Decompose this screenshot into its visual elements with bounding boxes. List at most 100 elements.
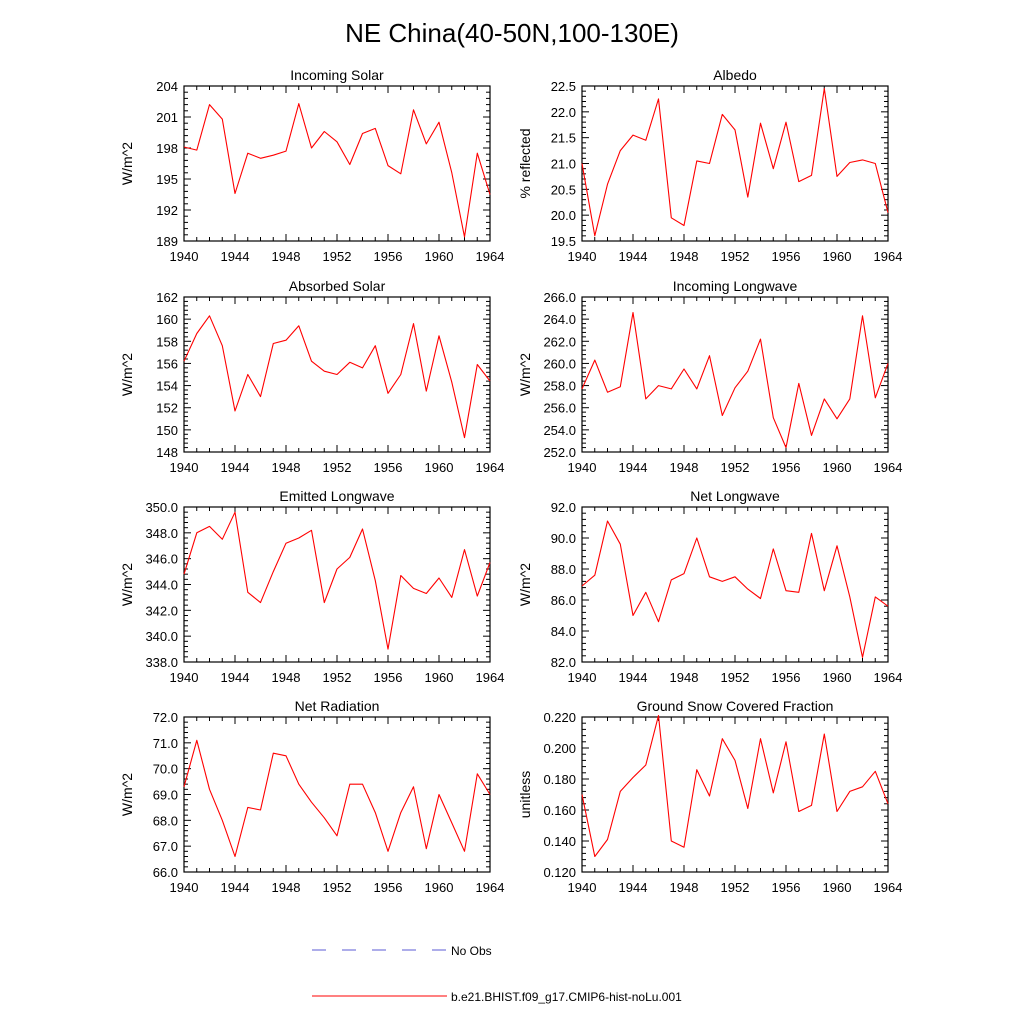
x-tick-label: 1948: [272, 880, 301, 895]
chart-panel-8: 1940 1944 1948 1952 1956 1960 1964 0.120 0.140 0.…: [517, 698, 902, 895]
x-tick-label: 1960: [823, 249, 852, 264]
y-tick-label: 192: [156, 203, 178, 218]
chart-title: Incoming Longwave: [673, 278, 798, 294]
x-tick-label: 1964: [874, 460, 903, 475]
y-tick-label: 21.5: [551, 131, 576, 146]
x-tick-label: 1952: [323, 249, 352, 264]
y-tick-label: 69.0: [153, 788, 178, 803]
chart-panel-6: 1940 1944 1948 1952 1956 1960 1964 82.0 84.0 86.0…: [517, 488, 902, 685]
x-tick-label: 1952: [323, 460, 352, 475]
y-axis-label: % reflected: [517, 128, 533, 198]
y-axis-label: W/m^2: [119, 142, 135, 185]
y-tick-label: 22.0: [551, 105, 576, 120]
chart-title: Net Radiation: [295, 698, 380, 714]
y-tick-label: 148: [156, 445, 178, 460]
x-tick-label: 1948: [670, 880, 699, 895]
y-tick-label: 0.200: [543, 741, 576, 756]
y-tick-label: 342.0: [145, 603, 178, 618]
x-tick-label: 1944: [221, 460, 250, 475]
x-tick-label: 1964: [874, 670, 903, 685]
y-tick-label: 152: [156, 401, 178, 416]
y-tick-label: 350.0: [145, 500, 178, 515]
x-tick-label: 1960: [823, 670, 852, 685]
x-tick-label: 1944: [619, 880, 648, 895]
x-tick-label: 1948: [670, 249, 699, 264]
y-tick-label: 90.0: [551, 531, 576, 546]
x-tick-label: 1960: [425, 249, 454, 264]
plot-frame: [183, 716, 491, 873]
y-tick-label: 19.5: [551, 234, 576, 249]
x-tick-label: 1964: [476, 249, 505, 264]
x-tick-label: 1956: [772, 460, 801, 475]
x-tick-label: 1952: [323, 880, 352, 895]
y-axis-label: W/m^2: [119, 353, 135, 396]
figure-title: NE China(40-50N,100-130E): [345, 18, 679, 48]
plot-frame: [581, 85, 889, 242]
x-tick-label: 1948: [670, 460, 699, 475]
x-tick-label: 1944: [221, 880, 250, 895]
x-tick-label: 1964: [476, 880, 505, 895]
x-tick-label: 1964: [874, 249, 903, 264]
chart-panel-4: 1940 1944 1948 1952 1956 1960 1964 252.0 254.0 25…: [517, 278, 902, 475]
y-tick-label: 162: [156, 290, 178, 305]
x-tick-label: 1944: [221, 670, 250, 685]
chart-title: Incoming Solar: [290, 67, 384, 83]
y-tick-label: 0.120: [543, 865, 576, 880]
x-tick-label: 1948: [272, 249, 301, 264]
chart-title: Net Longwave: [690, 488, 780, 504]
x-tick-label: 1952: [323, 670, 352, 685]
y-tick-label: 340.0: [145, 629, 178, 644]
y-tick-label: 158: [156, 334, 178, 349]
series-line: [183, 315, 491, 439]
y-tick-label: 21.0: [551, 157, 576, 172]
y-tick-label: 344.0: [145, 578, 178, 593]
x-tick-label: 1952: [721, 460, 750, 475]
x-tick-label: 1944: [221, 249, 250, 264]
y-tick-label: 82.0: [551, 655, 576, 670]
y-tick-label: 348.0: [145, 526, 178, 541]
x-tick-label: 1948: [670, 670, 699, 685]
x-tick-label: 1948: [272, 460, 301, 475]
y-tick-label: 201: [156, 110, 178, 125]
x-tick-label: 1940: [568, 249, 597, 264]
legend: No Obs b.e21.BHIST.f09_g17.CMIP6-hist-noL…: [312, 944, 682, 1004]
chart-title: Absorbed Solar: [289, 278, 386, 294]
series-line: [581, 714, 889, 858]
y-tick-label: 22.5: [551, 79, 576, 94]
y-tick-label: 0.140: [543, 834, 576, 849]
x-tick-label: 1952: [721, 670, 750, 685]
series-line: [183, 103, 491, 238]
x-tick-label: 1956: [772, 249, 801, 264]
y-tick-label: 198: [156, 141, 178, 156]
x-tick-label: 1952: [721, 249, 750, 264]
y-tick-label: 156: [156, 356, 178, 371]
x-tick-label: 1956: [374, 460, 403, 475]
y-tick-label: 68.0: [153, 813, 178, 828]
y-tick-label: 189: [156, 234, 178, 249]
x-tick-label: 1940: [568, 670, 597, 685]
chart-title: Ground Snow Covered Fraction: [637, 698, 834, 714]
y-tick-label: 262.0: [543, 334, 576, 349]
y-tick-label: 72.0: [153, 710, 178, 725]
x-tick-label: 1964: [476, 460, 505, 475]
y-tick-label: 92.0: [551, 500, 576, 515]
y-tick-label: 150: [156, 423, 178, 438]
x-tick-label: 1964: [476, 670, 505, 685]
y-tick-label: 154: [156, 379, 178, 394]
x-tick-label: 1956: [374, 670, 403, 685]
chart-panel-3: 1940 1944 1948 1952 1956 1960 1964 148 150 152 154…: [119, 278, 504, 475]
series-line: [581, 311, 889, 449]
y-axis-label: W/m^2: [119, 563, 135, 606]
x-tick-label: 1960: [425, 670, 454, 685]
y-tick-label: 254.0: [543, 423, 576, 438]
x-tick-label: 1956: [772, 880, 801, 895]
chart-panel-2: 1940 1944 1948 1952 1956 1960 1964 19.5 20.0 20.5…: [517, 67, 902, 264]
y-axis-label: W/m^2: [119, 773, 135, 816]
x-tick-label: 1940: [170, 880, 199, 895]
x-tick-label: 1960: [823, 880, 852, 895]
x-tick-label: 1944: [619, 460, 648, 475]
legend-label: b.e21.BHIST.f09_g17.CMIP6-hist-noLu.001: [451, 990, 682, 1004]
y-tick-label: 67.0: [153, 839, 178, 854]
y-tick-label: 204: [156, 79, 178, 94]
